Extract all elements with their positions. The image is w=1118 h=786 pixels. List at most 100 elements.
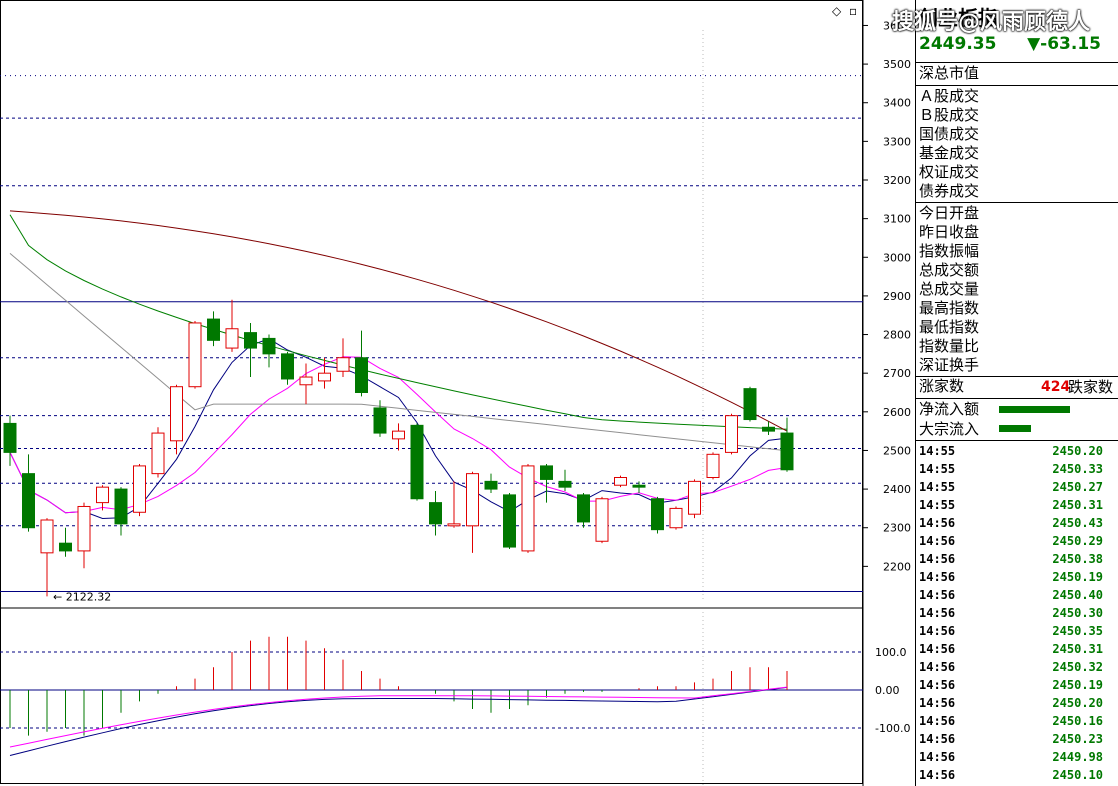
tick-row: 14:56 2450.31 <box>916 640 1118 658</box>
label-stat-4: 总成交量 <box>919 280 980 298</box>
tick-row: 14:56 2450.29 <box>916 532 1118 550</box>
label-market-cap: 深总市值 <box>919 64 980 82</box>
candle-body <box>336 357 350 372</box>
candle-body <box>355 357 368 393</box>
label-stat-3: 总成交额 <box>919 261 980 279</box>
kline-chart[interactable]: 3600 3500 3400 3300 3200 3100 3000 2900 2800 2700… <box>0 0 915 786</box>
tick-price: 2450.40 <box>1052 588 1103 602</box>
candle-body <box>447 523 461 527</box>
y-tick-label: 2900 <box>883 290 911 303</box>
y-tick-label: 3600 <box>883 19 911 32</box>
y-tick-label: 2300 <box>883 522 911 535</box>
macd-axis-label: -100.0 <box>875 722 910 735</box>
tick-list[interactable]: 14:55 2450.20 14:55 2450.33 14:55 2450.27 14:5… <box>916 442 1118 784</box>
tick-time: 14:56 <box>919 732 956 746</box>
y-tick-label: 2400 <box>883 483 911 496</box>
up-count-label: 涨家数 <box>919 377 965 395</box>
divider <box>916 376 1118 377</box>
tick-row: 14:56 2450.16 <box>916 712 1118 730</box>
label-stat-5: 最高指数 <box>919 299 980 317</box>
tick-row: 14:56 2450.38 <box>916 550 1118 568</box>
candle-body <box>410 424 424 500</box>
restore-box-icon[interactable]: ▫ <box>849 4 858 18</box>
diamond-icon[interactable]: ◇ <box>832 4 842 18</box>
tick-time: 14:56 <box>919 534 956 548</box>
tick-price: 2450.29 <box>1052 534 1103 548</box>
candle-body <box>244 332 257 349</box>
candle-body <box>725 415 738 453</box>
label-turnover-4: 权证成交 <box>919 163 980 181</box>
candle-body <box>706 453 720 478</box>
y-tick-label: 3100 <box>883 213 911 226</box>
candle-body <box>299 376 313 386</box>
tick-time: 14:56 <box>919 606 956 620</box>
y-tick-label: 3400 <box>883 97 911 110</box>
tick-price: 2450.38 <box>1052 552 1103 566</box>
tick-price: 2450.16 <box>1052 714 1103 728</box>
tick-time: 14:55 <box>919 480 956 494</box>
candle-body <box>133 465 146 513</box>
label-turnover-5: 债券成交 <box>919 182 980 200</box>
tick-price: 2450.19 <box>1052 570 1103 584</box>
candle-body <box>632 484 646 488</box>
tick-row: 14:55 2450.20 <box>916 442 1118 460</box>
tick-price: 2450.27 <box>1052 480 1103 494</box>
tick-time: 14:56 <box>919 642 956 656</box>
label-stat-8: 深证换手 <box>919 356 980 374</box>
candle-body <box>262 337 276 355</box>
tick-time: 14:56 <box>919 570 956 584</box>
candle-body <box>688 480 701 515</box>
y-tick-label: 3000 <box>883 251 911 264</box>
index-info-panel: 创业板指 2449.35 ▼-63.15 深总市值 Ａ股成交 Ｂ股成交 国债成交 基金… <box>915 0 1118 786</box>
candle-body <box>577 494 590 523</box>
y-tick-label: 2500 <box>883 444 911 457</box>
candle-body <box>59 542 72 552</box>
watermark: 搜狐号@风雨顾德人 <box>892 10 1091 35</box>
candle-body <box>466 473 479 527</box>
label-turnover-1: Ｂ股成交 <box>919 106 980 124</box>
down-count-label: 跌家数 <box>1068 378 1114 396</box>
candle-body <box>780 432 794 471</box>
tick-row: 14:56 2450.19 <box>916 676 1118 694</box>
divider <box>916 85 1118 86</box>
label-stat-1: 昨日收盘 <box>919 223 980 241</box>
label-stat-6: 最低指数 <box>919 318 980 336</box>
tick-time: 14:56 <box>919 588 956 602</box>
tick-time: 14:56 <box>919 696 956 710</box>
candle-body <box>225 328 239 349</box>
candle-body <box>207 318 220 341</box>
label-turnover-3: 基金成交 <box>919 144 980 162</box>
y-tick-label: 2200 <box>883 560 911 573</box>
label-stat-2: 指数振幅 <box>919 242 980 260</box>
tick-price: 2450.19 <box>1052 678 1103 692</box>
tick-row: 14:56 2450.43 <box>916 514 1118 532</box>
tick-row: 14:55 2450.27 <box>916 478 1118 496</box>
tick-row: 14:56 2450.23 <box>916 730 1118 748</box>
tick-time: 14:56 <box>919 750 956 764</box>
ma60-line <box>9 214 788 430</box>
candle-body <box>743 388 757 421</box>
label-stat-0: 今日开盘 <box>919 204 980 222</box>
candle-body <box>503 494 516 548</box>
candle-body <box>429 502 442 525</box>
index-price: 2449.35 <box>919 34 997 54</box>
tick-price: 2450.20 <box>1052 444 1103 458</box>
candle-body <box>170 386 183 442</box>
candle-body <box>3 422 17 453</box>
y-tick-label: 2800 <box>883 329 911 342</box>
index-change: ▼-63.15 <box>1027 34 1101 54</box>
tick-row: 14:56 2450.10 <box>916 766 1118 784</box>
candle-body <box>151 432 165 475</box>
candle-body <box>96 486 109 504</box>
candle-body <box>669 507 683 529</box>
net-inflow-label: 净流入额 <box>919 400 980 418</box>
candle-body <box>521 465 535 552</box>
tick-time: 14:56 <box>919 552 956 566</box>
tick-price: 2450.23 <box>1052 732 1103 746</box>
y-tick-label: 3200 <box>883 174 911 187</box>
tick-row: 14:55 2450.31 <box>916 496 1118 514</box>
tick-row: 14:56 2450.20 <box>916 694 1118 712</box>
tick-time: 14:56 <box>919 768 956 782</box>
net-inflow-bar <box>999 406 1070 413</box>
tick-time: 14:56 <box>919 516 956 530</box>
